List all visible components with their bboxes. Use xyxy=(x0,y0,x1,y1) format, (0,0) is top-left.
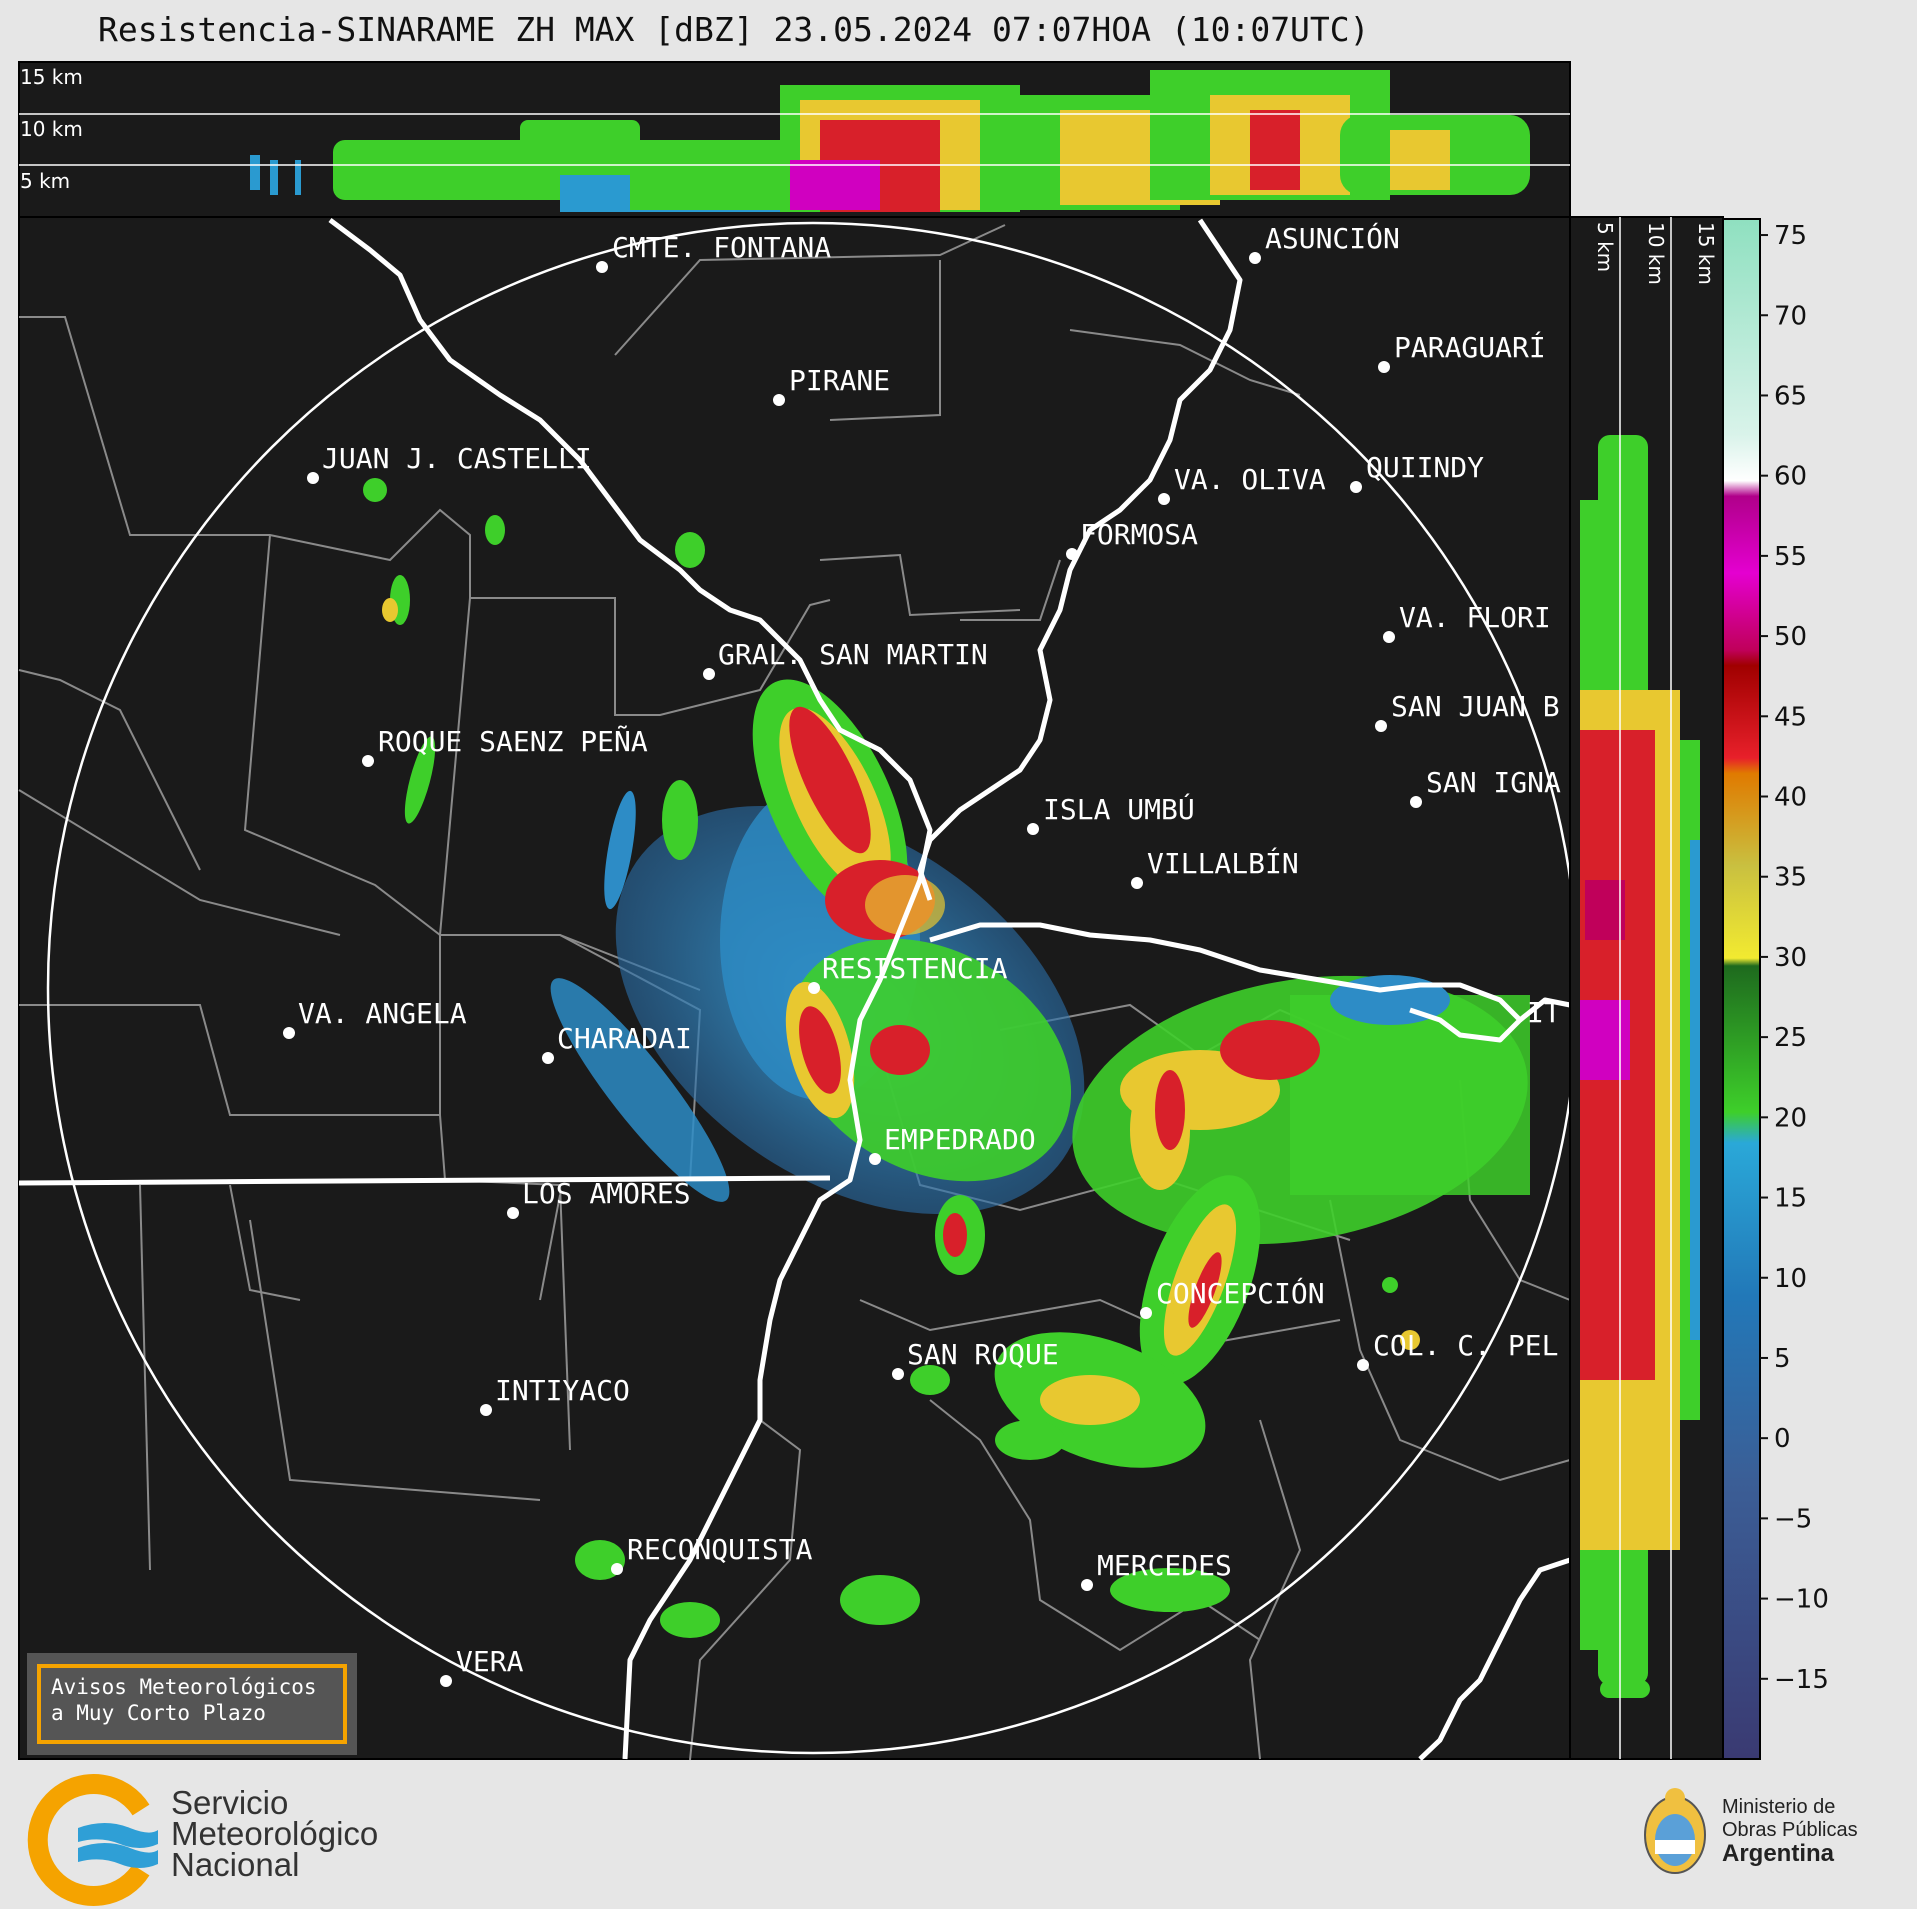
smn-name: Servicio Meteorológico Nacional xyxy=(171,1784,379,1883)
label-place: COL. C. PEL xyxy=(1373,1329,1558,1362)
marker-san-juan-b xyxy=(1375,720,1387,732)
label-place: PIRANE xyxy=(789,364,890,397)
colorbar-tick-label: −5 xyxy=(1774,1504,1812,1534)
colorbar-tick-label: 65 xyxy=(1774,381,1807,411)
place-markers xyxy=(283,252,1422,1687)
rivers xyxy=(18,218,1571,1761)
marker-los-amores xyxy=(507,1207,519,1219)
marker-asuncion xyxy=(1249,252,1261,264)
label-place: VA. ANGELA xyxy=(298,997,467,1030)
side-label-5km: 5 km xyxy=(1593,222,1617,272)
label-place: FORMOSA xyxy=(1080,518,1198,551)
marker-empedrado xyxy=(869,1153,881,1165)
colorbar-tick-label: 75 xyxy=(1774,221,1807,251)
marker-juan-j-castelli xyxy=(307,472,319,484)
colorbar-tick-label: 45 xyxy=(1774,702,1807,732)
colorbar-tick-label: 70 xyxy=(1774,301,1807,331)
marker-mercedes xyxy=(1081,1579,1093,1591)
marker-san-roque xyxy=(892,1368,904,1380)
label-place: LOS AMORES xyxy=(522,1177,691,1210)
marker-roque-saenz-pena xyxy=(362,755,374,767)
marker-col-c-pel xyxy=(1357,1359,1369,1371)
label-place: VA. OLIVA xyxy=(1174,463,1326,496)
marker-san-igna xyxy=(1410,796,1422,808)
marker-concepcion xyxy=(1140,1307,1152,1319)
label-place: QUIINDY xyxy=(1366,451,1484,484)
top-label-10km: 10 km xyxy=(20,117,83,141)
ministerio-name: Ministerio de Obras Públicas Argentina xyxy=(1722,1796,1858,1867)
ministerio-line2: Obras Públicas xyxy=(1722,1819,1858,1841)
ministerio-line1: Ministerio de xyxy=(1722,1796,1836,1818)
smn-line3: Nacional xyxy=(171,1846,300,1883)
top-label-15km: 15 km xyxy=(20,65,83,89)
label-place: ASUNCIÓN xyxy=(1265,221,1400,255)
label-place: SAN JUAN B xyxy=(1391,690,1560,723)
label-place: RECONQUISTA xyxy=(627,1533,813,1566)
label-place: ROQUE SAENZ PEÑA xyxy=(378,724,648,758)
label-place: IT xyxy=(1527,996,1561,1029)
label-place: SAN ROQUE xyxy=(907,1338,1059,1371)
marker-reconquista xyxy=(611,1563,623,1575)
colorbar-tick-label: 60 xyxy=(1774,462,1807,492)
smn-line2: Meteorológico xyxy=(171,1815,379,1852)
marker-va-flori xyxy=(1383,631,1395,643)
page-title: Resistencia-SINARAME ZH MAX [dBZ] 23.05.… xyxy=(98,10,1370,49)
ministerio-line3: Argentina xyxy=(1722,1840,1835,1867)
label-place: CMTE. FONTANA xyxy=(612,231,831,264)
colorbar-tick-label: 50 xyxy=(1774,622,1807,652)
label-place: CONCEPCIÓN xyxy=(1156,1276,1325,1310)
label-place: PARAGUARÍ xyxy=(1394,330,1546,364)
smn-line1: Servicio xyxy=(171,1784,289,1821)
marker-gral-san-martin xyxy=(703,668,715,680)
side-profile-echoes xyxy=(1580,435,1700,1698)
marker-intiyaco xyxy=(480,1404,492,1416)
marker-cmte-fontana xyxy=(596,261,608,273)
avisos-box[interactable]: Avisos Meteorológicos a Muy Corto Plazo xyxy=(27,1653,357,1755)
label-place: RESISTENCIA xyxy=(822,952,1008,985)
label-place: CHARADAI xyxy=(557,1022,692,1055)
top-label-5km: 5 km xyxy=(20,169,70,193)
colorbar-tick-label: 25 xyxy=(1774,1023,1807,1053)
label-place: VA. FLORI xyxy=(1399,601,1551,634)
place-labels: CMTE. FONTANA ASUNCIÓN PIRANE PARAGUARÍ … xyxy=(298,221,1561,1678)
label-place: VILLALBÍN xyxy=(1147,846,1299,880)
marker-isla-umbu xyxy=(1027,823,1039,835)
label-place: SAN IGNA xyxy=(1426,766,1561,799)
marker-va-oliva xyxy=(1158,493,1170,505)
label-place: GRAL. SAN MARTIN xyxy=(718,638,988,671)
avisos-line1: Avisos Meteorológicos xyxy=(51,1675,317,1699)
label-place: INTIYACO xyxy=(495,1374,630,1407)
marker-quiindy xyxy=(1350,481,1362,493)
label-place: MERCEDES xyxy=(1097,1549,1232,1582)
colorbar-tick-label: 15 xyxy=(1774,1184,1807,1214)
marker-va-angela xyxy=(283,1027,295,1039)
colorbar-tick-label: 55 xyxy=(1774,542,1807,572)
marker-villalbin xyxy=(1131,877,1143,889)
marker-formosa xyxy=(1066,548,1078,560)
colorbar-tick-label: 5 xyxy=(1774,1344,1791,1374)
marker-pirane xyxy=(773,394,785,406)
colorbar xyxy=(1722,218,1761,1760)
marker-paraguari xyxy=(1378,361,1390,373)
label-place: VERA xyxy=(456,1645,524,1678)
colorbar-tick-label: 35 xyxy=(1774,863,1807,893)
colorbar-tick-label: 20 xyxy=(1774,1103,1807,1133)
colorbar-tick-label: 40 xyxy=(1774,783,1807,813)
colorbar-tick-label: −15 xyxy=(1774,1665,1829,1695)
label-place: EMPEDRADO xyxy=(884,1123,1036,1156)
avisos-line2: a Muy Corto Plazo xyxy=(51,1701,266,1725)
colorbar-tick-label: −10 xyxy=(1774,1585,1829,1615)
side-label-15km: 15 km xyxy=(1694,222,1718,285)
label-place: JUAN J. CASTELLI xyxy=(322,442,592,475)
marker-vera xyxy=(440,1675,452,1687)
marker-resistencia xyxy=(808,982,820,994)
colorbar-tick-label: 0 xyxy=(1774,1424,1791,1454)
marker-charadai xyxy=(542,1052,554,1064)
colorbar-tick-label: 10 xyxy=(1774,1264,1807,1294)
colorbar-tick-label: 30 xyxy=(1774,943,1807,973)
side-label-10km: 10 km xyxy=(1644,222,1668,285)
label-place: ISLA UMBÚ xyxy=(1043,792,1195,826)
